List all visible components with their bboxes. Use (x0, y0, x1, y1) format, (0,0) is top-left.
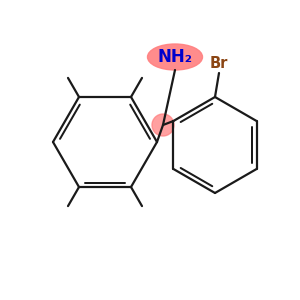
Text: Br: Br (210, 56, 228, 70)
Text: NH₂: NH₂ (158, 48, 193, 66)
Ellipse shape (148, 44, 202, 70)
Circle shape (152, 114, 174, 136)
